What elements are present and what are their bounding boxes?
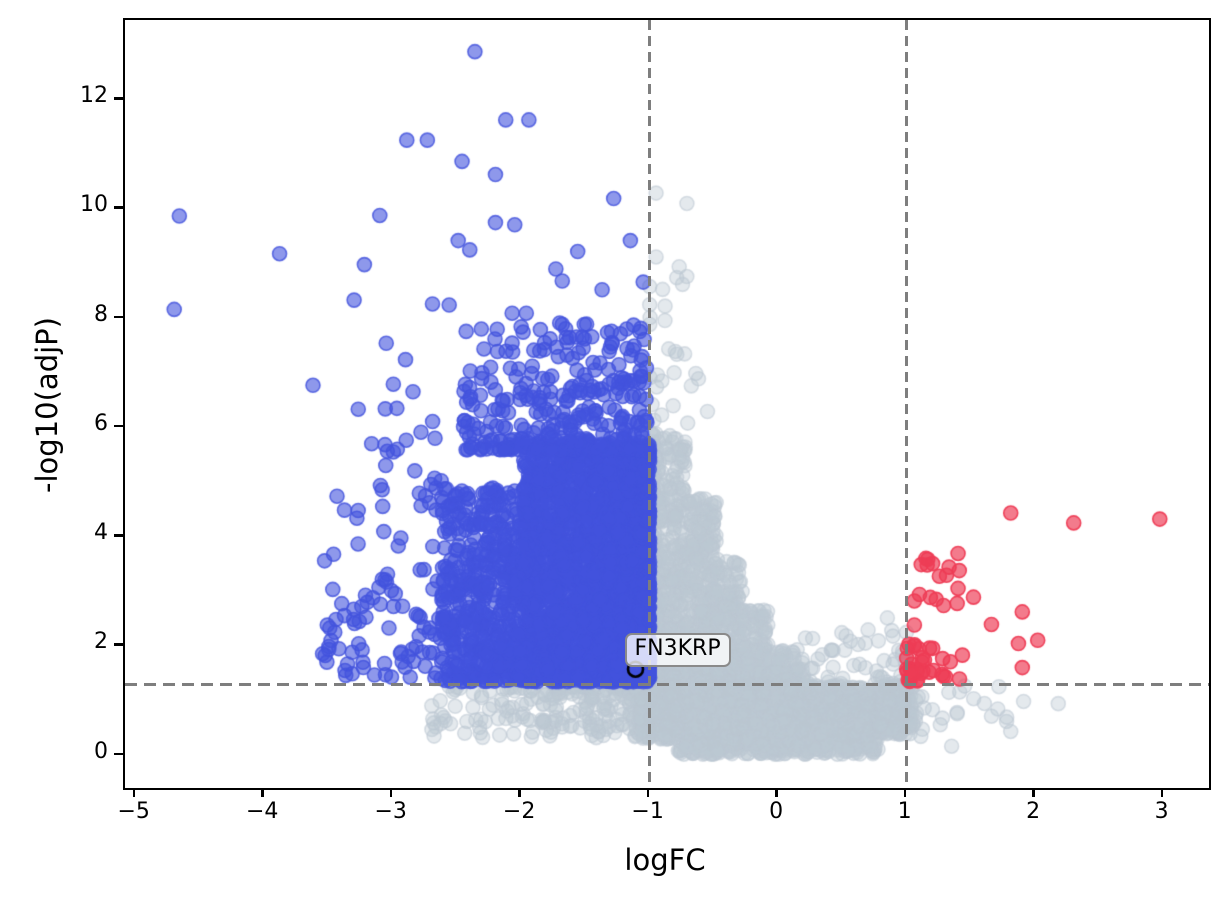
x-tick-mark [261,788,264,797]
logfc-threshold-line-positive [905,20,909,788]
x-tick-label: 3 [1154,799,1169,824]
y-tick-mark [114,643,123,646]
y-tick-mark [114,752,123,755]
y-axis-label: -log10(adjP) [30,317,64,493]
y-tick-mark [114,315,123,319]
gene-annotation-text: FN3KRP [634,636,721,662]
logfc-threshold-line-negative [648,20,652,788]
x-tick-mark [389,788,393,797]
x-tick-label: −5 [117,799,150,824]
x-tick-mark [775,788,778,797]
scatter-points-canvas [125,20,1209,788]
x-tick-mark [1032,788,1035,797]
x-tick-mark [646,788,650,797]
x-tick-mark [132,788,136,797]
x-axis-label: logFC [624,843,706,877]
y-tick-label: 8 [94,301,108,327]
x-tick-label: 1 [897,799,912,824]
y-tick-label: 0 [94,738,108,764]
y-tick-label: 4 [94,520,108,546]
y-tick-mark [114,424,123,428]
x-tick-mark [518,788,521,797]
x-tick-label: 0 [769,799,784,824]
plot-area: FN3KRP [123,18,1211,790]
x-tick-label: −3 [374,799,407,824]
y-tick-label: 2 [94,629,108,655]
x-tick-mark [1160,788,1164,797]
y-tick-label: 10 [80,192,108,218]
y-tick-mark [114,534,123,537]
y-tick-label: 6 [94,410,108,436]
y-tick-label: 12 [80,83,108,109]
y-tick-mark [114,97,123,100]
x-tick-label: −4 [245,799,279,824]
gene-annotation-label: FN3KRP [624,633,731,668]
x-tick-label: 2 [1026,799,1041,824]
x-tick-mark [903,788,907,797]
x-tick-label: −1 [631,799,664,824]
y-tick-mark [114,206,123,209]
pvalue-threshold-line [125,682,1209,686]
x-tick-label: −2 [502,799,536,824]
